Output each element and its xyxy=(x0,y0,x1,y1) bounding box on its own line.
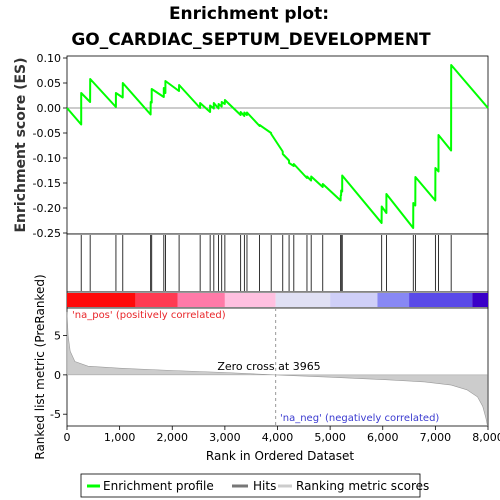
es-y-tick-label: 0.10 xyxy=(37,52,62,65)
legend-metric-label: Ranking metric scores xyxy=(296,479,429,493)
es-line xyxy=(66,64,489,229)
x-tick-label: 5,000 xyxy=(314,431,346,444)
colorbar-segment xyxy=(330,293,378,307)
positive-correlated-label: 'na_pos' (positively correlated) xyxy=(72,310,226,321)
metric-y-axis-label: Ranked list metric (PreRanked) xyxy=(33,274,47,459)
metric-panel xyxy=(66,307,489,427)
legend-hits-label: Hits xyxy=(253,479,276,493)
es-y-tick-label: -0.15 xyxy=(33,177,61,190)
x-axis-label: Rank in Ordered Dataset xyxy=(206,449,354,463)
es-y-axis: 0.10 0.05 0.00 -0.05 -0.10 -0.15 -0.20 -0.25 xyxy=(33,52,67,240)
x-tick-label: 3,000 xyxy=(209,431,241,444)
chart-title-line1: Enrichment plot: xyxy=(169,4,329,24)
es-y-tick-label: -0.10 xyxy=(33,152,61,165)
x-tick-label: 8,000 xyxy=(472,431,500,444)
hit-markers xyxy=(80,235,452,291)
colorbar-segment xyxy=(135,293,178,307)
es-y-tick-label: 0.05 xyxy=(37,77,62,90)
colorbar-segment xyxy=(377,293,410,307)
colorbar-segment xyxy=(224,293,276,307)
metric-area xyxy=(66,311,488,427)
enrichment-profile-line xyxy=(66,64,489,229)
es-y-tick-label: -0.05 xyxy=(33,127,61,140)
x-tick-label: 6,000 xyxy=(367,431,399,444)
colorbar-segment xyxy=(67,293,136,307)
legend-box xyxy=(80,473,421,498)
colorbar-segment xyxy=(275,293,331,307)
metric-y-axis: 5 0 -5 xyxy=(50,330,67,421)
x-tick-label: 4,000 xyxy=(262,431,294,444)
x-tick-label: 7,000 xyxy=(420,431,452,444)
ranking-colorbar xyxy=(67,293,488,307)
x-tick-label: 2,000 xyxy=(157,431,189,444)
colorbar-segment xyxy=(409,293,473,307)
metric-y-tick-label: 5 xyxy=(54,330,61,343)
colorbar-segment xyxy=(472,293,488,307)
zero-cross-label: Zero cross at 3965 xyxy=(217,360,320,373)
negative-correlated-label: 'na_neg' (negatively correlated) xyxy=(280,413,439,424)
hits-panel xyxy=(66,233,489,293)
colorbar-segment xyxy=(177,293,225,307)
metric-y-tick-label: 0 xyxy=(54,369,61,382)
chart-title-line2: GO_CARDIAC_SEPTUM_DEVELOPMENT xyxy=(71,30,431,50)
es-y-tick-label: 0.00 xyxy=(37,102,62,115)
legend-enrichment-label: Enrichment profile xyxy=(103,479,214,493)
es-y-tick-label: -0.20 xyxy=(33,202,61,215)
x-tick-label: 1,000 xyxy=(104,431,136,444)
es-y-tick-label: -0.25 xyxy=(33,227,61,240)
ranking-metric-area xyxy=(66,311,488,427)
x-axis: 0 1,000 2,000 3,000 4,000 5,000 6,000 7,000 8,00… xyxy=(64,426,500,444)
es-y-axis-label: Enrichment score (ES) xyxy=(13,57,29,232)
metric-y-tick-label: -5 xyxy=(50,408,61,421)
x-tick-label: 0 xyxy=(64,431,71,444)
